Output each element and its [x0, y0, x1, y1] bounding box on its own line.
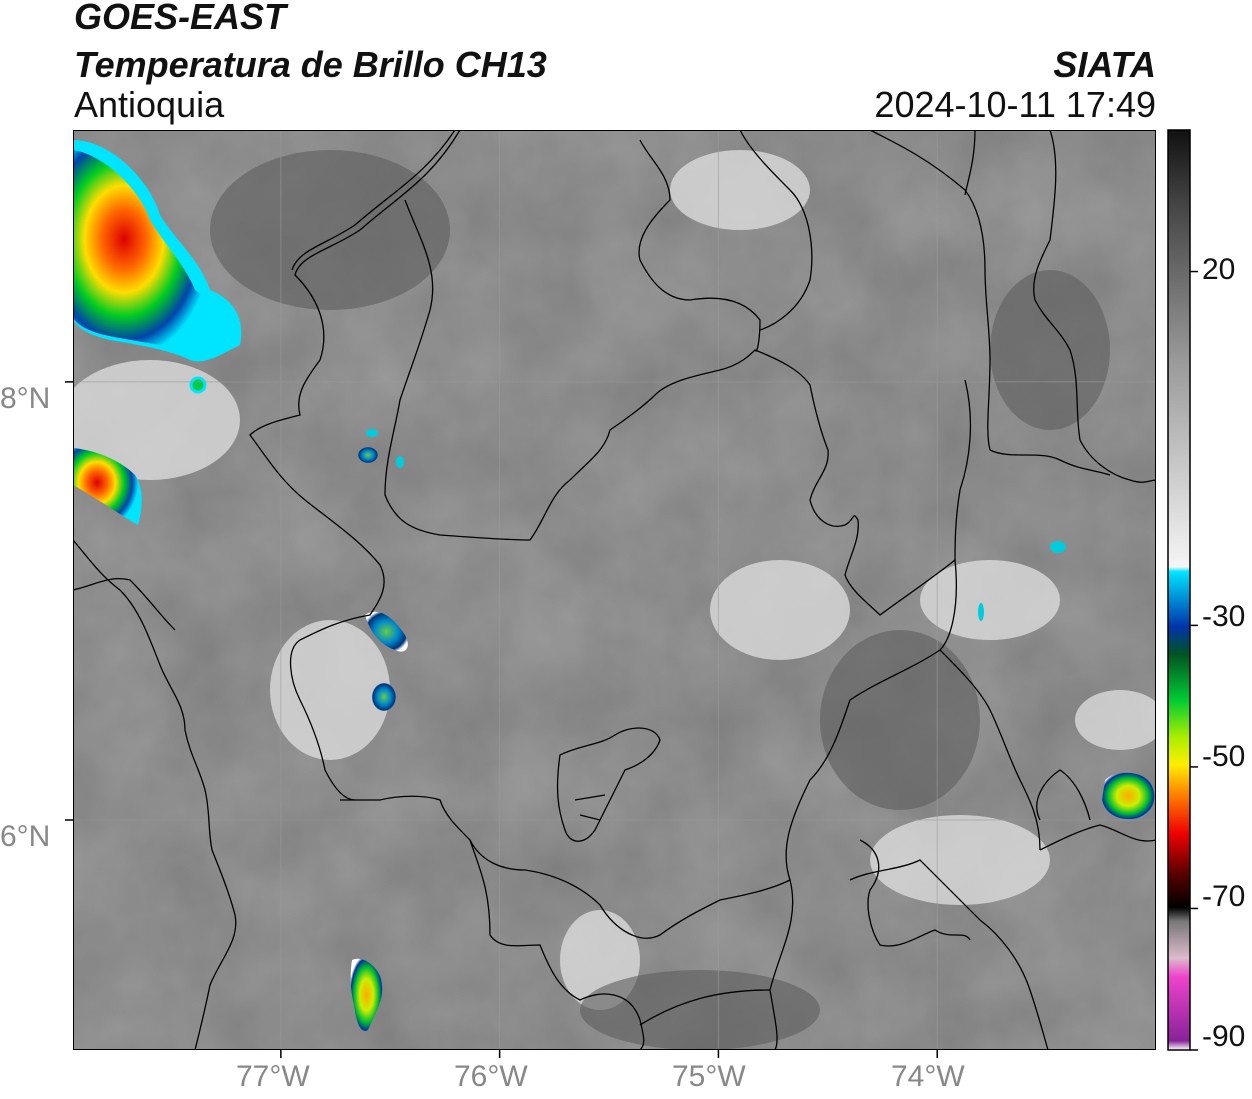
colorbar-tick-minus30: -30 [1202, 600, 1246, 633]
colorbar-tick-minus90: -90 [1202, 1020, 1246, 1053]
lon-label-76w: 76°W [454, 1060, 528, 1093]
organization-label: SIATA [1053, 44, 1156, 85]
colorbar [1167, 129, 1198, 1051]
lon-label-77w: 77°W [236, 1060, 310, 1093]
colorbar-tick-minus50: -50 [1202, 740, 1246, 773]
boundaries [73, 130, 1156, 1050]
temperature-field [73, 130, 1156, 1050]
colorbar-tick-20: 20 [1202, 253, 1236, 286]
product-title: Temperatura de Brillo CH13 [74, 44, 547, 85]
lon-label-74w: 74°W [891, 1060, 965, 1093]
lat-label-6n: 6°N [0, 820, 51, 853]
lon-label-75w: 75°W [672, 1060, 746, 1093]
storm-cells [350, 429, 1155, 1031]
graticule [73, 130, 1156, 1050]
lat-label-8n: 8°N [0, 382, 51, 415]
datetime-label: 2024-10-11 17:49 [874, 84, 1156, 125]
satellite-title: GOES-EAST [74, 0, 287, 37]
colorbar-tick-minus70: -70 [1202, 880, 1246, 913]
region-label: Antioquia [74, 84, 225, 125]
storm-cell-northwest [73, 140, 242, 525]
